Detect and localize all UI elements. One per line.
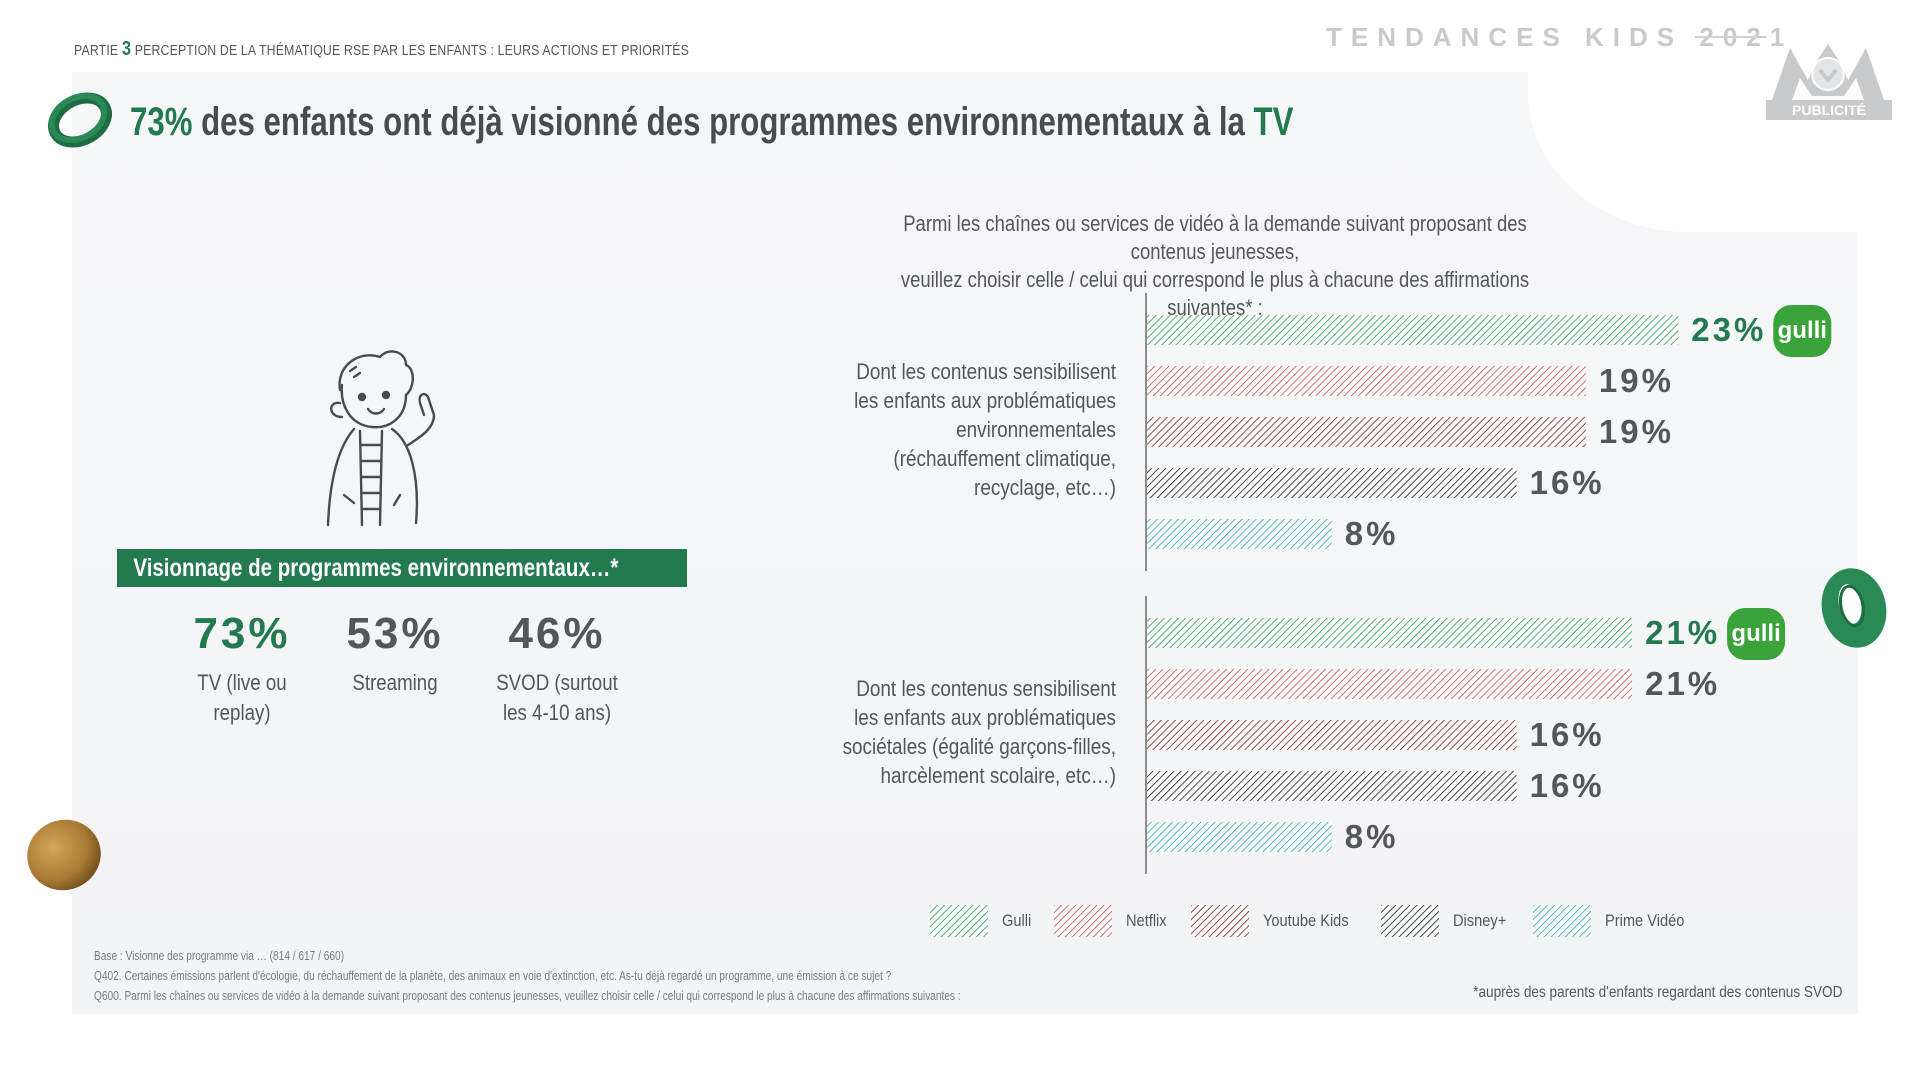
legend-item-netflix: Netflix	[1054, 905, 1173, 937]
brand-divider	[1695, 36, 1767, 38]
title-highlight-percent: 73%	[130, 100, 193, 144]
legend-item-youtube-kids: Youtube Kids	[1191, 905, 1363, 937]
legend-swatch-disney	[1380, 905, 1439, 937]
stat-svod-value: 46%	[508, 609, 606, 658]
hazelnut-decoration-icon	[27, 819, 101, 891]
legend-swatch-gulli	[930, 905, 988, 937]
legend-label-disney: Disney+	[1452, 911, 1507, 930]
viewing-band-label: Visionnage de programmes environnementau…	[117, 549, 687, 587]
legend-label-youtube-kids: Youtube Kids	[1263, 911, 1349, 930]
green-ring-decoration-icon	[1821, 568, 1887, 648]
title-highlight-tv: TV	[1253, 100, 1294, 144]
stat-tv-label: TV (live ou replay)	[197, 670, 287, 725]
category-label-society: Dont les contenus sensibilisent les enfa…	[842, 676, 1116, 788]
footer-q402: Q402. Certaines émissions parlent d'écol…	[94, 968, 892, 983]
legend-item-gulli: Gulli	[930, 905, 1036, 937]
footer-base: Base : Visionne des programme via … (814…	[94, 948, 345, 963]
footer-notes: Base : Visionne des programme via … (814…	[94, 946, 961, 1006]
m6-logo-icon	[1772, 44, 1884, 100]
footer-q600: Q600. Parmi les chaînes ou services de v…	[94, 988, 961, 1003]
legend-item-prime-vid-o: Prime Vidéo	[1532, 905, 1697, 937]
page-title: 73% des enfants ont déjà visionné des pr…	[130, 100, 1293, 145]
part-title: PERCEPTION DE LA THÉMATIQUE RSE PAR LES …	[134, 42, 689, 59]
stat-streaming-label: Streaming	[352, 670, 438, 695]
child-illustration-icon	[326, 350, 436, 527]
legend-swatch-prime-vid-o	[1532, 905, 1591, 937]
chart-legend: Gulli Netflix Youtube Kids Disney+ Prime Vid…	[930, 905, 1715, 937]
stat-streaming-value: 53%	[346, 609, 444, 658]
stat-svod-label: SVOD (surtout les 4-10 ans)	[496, 670, 618, 725]
stat-tv: 73% TV (live ou replay)	[152, 608, 332, 728]
legend-swatch-youtube-kids	[1191, 905, 1250, 937]
part-prefix: PARTIE	[74, 42, 119, 59]
section-header: PARTIE 3 PERCEPTION DE LA THÉMATIQUE RSE…	[74, 38, 689, 61]
title-text: des enfants ont déjà visionné des progra…	[192, 100, 1254, 144]
question-line-1: Parmi les chaînes ou services de vidéo à…	[903, 211, 1527, 264]
footnote: *auprès des parents d'enfants regardant …	[1472, 984, 1842, 1001]
green-ring-icon	[48, 92, 112, 148]
category-label-environment: Dont les contenus sensibilisent les enfa…	[854, 359, 1116, 500]
stat-svod: 46% SVOD (surtout les 4-10 ans)	[467, 608, 647, 728]
m6-publicite-badge: PUBLICITÉ	[1766, 100, 1892, 120]
legend-label-netflix: Netflix	[1126, 911, 1167, 930]
legend-item-disney: Disney+	[1380, 905, 1515, 937]
legend-label-prime-vid-o: Prime Vidéo	[1604, 911, 1685, 930]
question-line-2: veuillez choisir celle / celui qui corre…	[900, 267, 1530, 320]
content-panel	[72, 72, 1858, 1014]
survey-question: Parmi les chaînes ou services de vidéo à…	[883, 210, 1547, 322]
stat-tv-value: 73%	[193, 609, 291, 658]
part-number: 3	[121, 38, 132, 60]
legend-swatch-netflix	[1054, 905, 1113, 937]
legend-label-gulli: Gulli	[1002, 911, 1032, 930]
stat-streaming: 53% Streaming	[305, 608, 485, 698]
